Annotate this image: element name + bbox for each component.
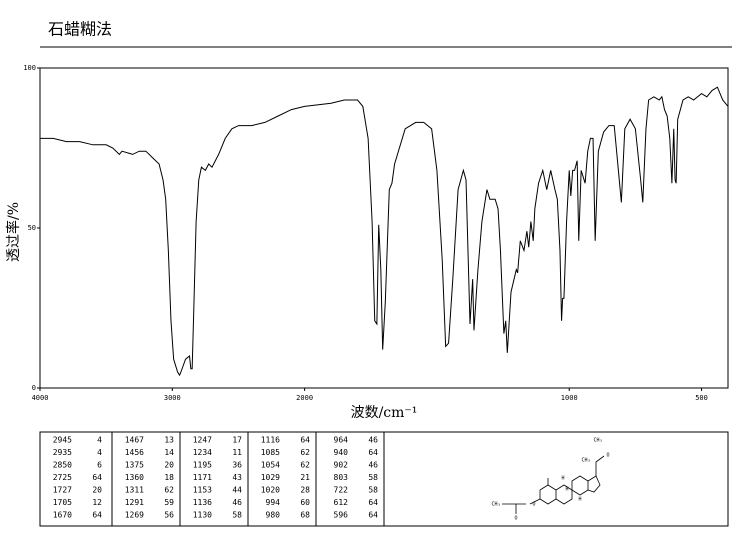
wavenumber-cell: 902	[334, 461, 349, 470]
wavenumber-cell: 1360	[125, 473, 144, 482]
wavenumber-cell: 803	[334, 473, 349, 482]
transmittance-cell: 43	[232, 473, 242, 482]
wavenumber-cell: 1153	[193, 486, 212, 495]
wavenumber-cell: 994	[266, 498, 281, 507]
transmittance-cell: 58	[232, 511, 242, 520]
wavenumber-cell: 964	[334, 436, 349, 445]
wavenumber-cell: 1247	[193, 436, 212, 445]
wavenumber-cell: 2725	[53, 473, 72, 482]
wavenumber-cell: 1234	[193, 448, 212, 457]
y-tick-label: 0	[32, 384, 36, 392]
wavenumber-cell: 1054	[261, 461, 280, 470]
y-axis-label: 透过率/%	[5, 202, 22, 262]
wavenumber-cell: 1085	[261, 448, 280, 457]
transmittance-cell: 62	[300, 461, 310, 470]
wavenumber-cell: 1020	[261, 486, 280, 495]
x-axis-label: 波数/cm⁻¹	[351, 405, 418, 421]
transmittance-cell: 64	[368, 498, 378, 507]
wavenumber-cell: 1269	[125, 511, 144, 520]
wavenumber-cell: 940	[334, 448, 349, 457]
x-tick-label: 500	[695, 394, 708, 402]
chart-title: 石蜡糊法	[48, 20, 112, 39]
transmittance-cell: 46	[368, 461, 378, 470]
wavenumber-cell: 1291	[125, 498, 144, 507]
x-tick-label: 3000	[164, 394, 181, 402]
transmittance-cell: 58	[368, 473, 378, 482]
structure-drawing	[502, 455, 605, 514]
wavenumber-cell: 596	[334, 511, 349, 520]
transmittance-cell: 60	[300, 498, 310, 507]
wavenumber-cell: 1136	[193, 498, 212, 507]
structure-label: O	[606, 453, 609, 459]
transmittance-cell: 59	[164, 498, 174, 507]
transmittance-cell: 20	[164, 461, 174, 470]
structure-label: CH₃	[491, 502, 500, 508]
structure-label: H	[561, 476, 564, 482]
transmittance-cell: 64	[300, 436, 310, 445]
structure-label: O	[514, 516, 517, 522]
transmittance-cell: 62	[300, 448, 310, 457]
transmittance-cell: 46	[368, 436, 378, 445]
wavenumber-cell: 612	[334, 498, 349, 507]
transmittance-cell: 46	[232, 498, 242, 507]
transmittance-cell: 4	[97, 436, 102, 445]
transmittance-cell: 17	[232, 436, 242, 445]
structure-label: O	[532, 502, 535, 508]
wavenumber-cell: 2945	[53, 436, 72, 445]
wavenumber-cell: 722	[334, 486, 349, 495]
transmittance-cell: 12	[92, 498, 102, 507]
structure-label: H	[578, 497, 581, 503]
wavenumber-cell: 1195	[193, 461, 212, 470]
wavenumber-cell: 1029	[261, 473, 280, 482]
plot-frame	[39, 67, 729, 389]
wavenumber-cell: 980	[266, 511, 281, 520]
transmittance-cell: 6	[97, 461, 102, 470]
wavenumber-cell: 2850	[53, 461, 72, 470]
transmittance-cell: 64	[368, 448, 378, 457]
transmittance-cell: 58	[368, 486, 378, 495]
structure-label: CH₃	[581, 458, 590, 464]
wavenumber-cell: 1130	[193, 511, 212, 520]
transmittance-cell: 62	[164, 486, 174, 495]
transmittance-cell: 28	[300, 486, 310, 495]
transmittance-cell: 64	[92, 473, 102, 482]
x-tick-label: 4000	[32, 394, 49, 402]
wavenumber-cell: 1705	[53, 498, 72, 507]
structure-label: CH₃	[593, 438, 602, 444]
transmittance-cell: 44	[232, 486, 242, 495]
wavenumber-cell: 1670	[53, 511, 72, 520]
transmittance-cell: 56	[164, 511, 174, 520]
y-tick-label: 50	[28, 224, 36, 232]
transmittance-cell: 13	[164, 436, 174, 445]
wavenumber-cell: 1456	[125, 448, 144, 457]
transmittance-cell: 64	[92, 511, 102, 520]
transmittance-cell: 14	[164, 448, 174, 457]
transmittance-cell: 4	[97, 448, 102, 457]
wavenumber-cell: 1727	[53, 486, 72, 495]
wavenumber-cell: 1116	[261, 436, 280, 445]
transmittance-cell: 68	[300, 511, 310, 520]
y-tick-label: 100	[23, 64, 36, 72]
transmittance-cell: 21	[300, 473, 310, 482]
x-tick-label: 2000	[296, 394, 313, 402]
x-tick-label: 1000	[561, 394, 578, 402]
wavenumber-cell: 2935	[53, 448, 72, 457]
transmittance-cell: 18	[164, 473, 174, 482]
wavenumber-cell: 1467	[125, 436, 144, 445]
transmittance-cell: 20	[92, 486, 102, 495]
transmittance-cell: 11	[232, 448, 242, 457]
spectrum-line	[40, 86, 729, 377]
transmittance-cell: 36	[232, 461, 242, 470]
structure-label: H	[565, 487, 568, 493]
wavenumber-cell: 1375	[125, 461, 144, 470]
transmittance-cell: 64	[368, 511, 378, 520]
wavenumber-cell: 1171	[193, 473, 212, 482]
wavenumber-cell: 1311	[125, 486, 144, 495]
